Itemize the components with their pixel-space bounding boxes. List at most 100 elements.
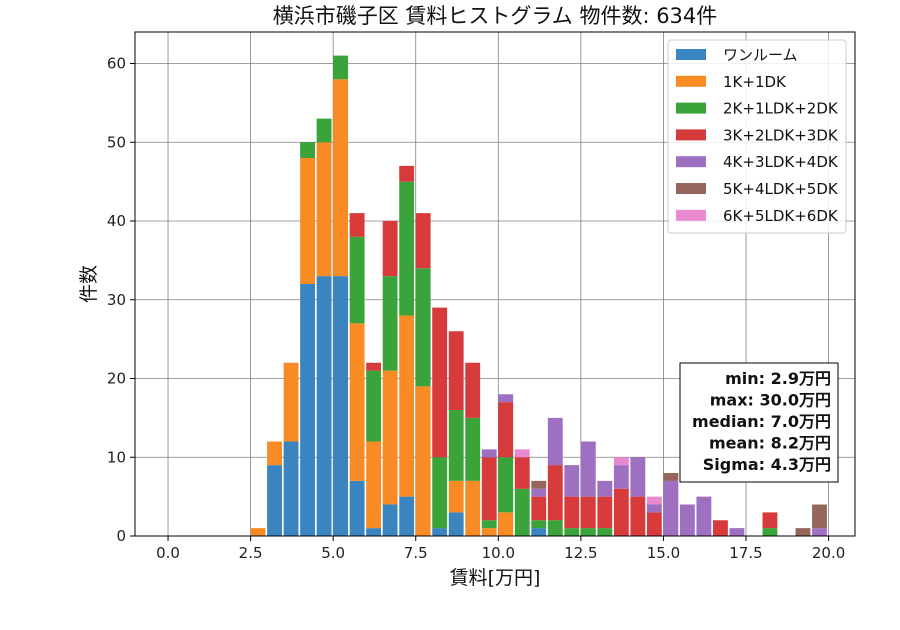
bar-segment bbox=[283, 362, 299, 442]
bar-segment bbox=[531, 496, 547, 521]
bar-segment bbox=[547, 465, 563, 521]
bar-segment bbox=[514, 488, 530, 536]
bar-segment bbox=[382, 221, 398, 277]
legend-swatch bbox=[676, 129, 706, 141]
stats-line: median: 7.0万円 bbox=[692, 412, 831, 431]
bar-segment bbox=[580, 496, 596, 529]
bar-segment bbox=[498, 402, 514, 458]
y-tick-label: 50 bbox=[107, 133, 126, 151]
legend-label: 1K+1DK bbox=[723, 73, 787, 91]
x-tick-label: 20.0 bbox=[812, 544, 845, 562]
legend-swatch bbox=[676, 183, 706, 194]
bar-segment bbox=[795, 528, 811, 536]
bar-segment bbox=[465, 362, 481, 418]
y-axis-title: 件数 bbox=[78, 265, 100, 303]
legend: ワンルーム 1K+1DK 2K+1LDK+2DK 3K+2LDK+3DK 4K+3LDK… bbox=[667, 39, 847, 234]
legend-label: 5K+4LDK+5DK bbox=[723, 180, 839, 198]
bar-segment bbox=[663, 473, 679, 481]
bar-segment bbox=[630, 496, 646, 536]
x-tick-label: 0.0 bbox=[156, 544, 180, 562]
bar-segment bbox=[366, 441, 382, 529]
bar-segment bbox=[580, 528, 596, 536]
bar-segment bbox=[812, 504, 827, 529]
bar-segment bbox=[448, 410, 464, 481]
bar-segment bbox=[531, 480, 547, 489]
x-axis-title: 賃料[万円] bbox=[450, 567, 541, 589]
legend-swatch bbox=[676, 156, 706, 168]
bar-segment bbox=[333, 55, 349, 80]
bar-segment bbox=[432, 307, 448, 458]
bar-segment bbox=[316, 118, 332, 143]
bar-segment bbox=[547, 417, 563, 466]
bar-segment bbox=[481, 449, 497, 458]
stats-line: mean: 8.2万円 bbox=[709, 434, 831, 453]
bar-segment bbox=[300, 158, 315, 284]
legend-label: 3K+2LDK+3DK bbox=[723, 126, 839, 144]
y-tick-label: 20 bbox=[107, 370, 126, 388]
x-tick-label: 2.5 bbox=[239, 544, 263, 562]
bar-segment bbox=[399, 315, 415, 497]
bar-segment bbox=[382, 370, 398, 505]
legend-box bbox=[667, 39, 847, 234]
bar-segment bbox=[300, 142, 315, 158]
bar-segment bbox=[531, 520, 547, 529]
bar-segment bbox=[399, 181, 415, 316]
y-tick-label: 30 bbox=[107, 291, 126, 309]
stats-box-frame bbox=[679, 362, 839, 483]
bar-segment bbox=[498, 394, 514, 403]
bar-segment bbox=[316, 276, 332, 536]
bar-segment bbox=[531, 528, 547, 536]
bar-segment bbox=[415, 213, 431, 269]
y-tick-label: 0 bbox=[116, 527, 126, 545]
bar-segment bbox=[564, 496, 580, 529]
bar-segment bbox=[366, 528, 382, 536]
bar-segment bbox=[646, 504, 662, 513]
bar-segment bbox=[663, 480, 679, 536]
bar-segment bbox=[514, 449, 530, 458]
bar-segment bbox=[712, 520, 728, 536]
bar-segment bbox=[630, 457, 646, 497]
bar-segment bbox=[646, 512, 662, 536]
bar-segment bbox=[267, 441, 282, 466]
x-tick-label: 12.5 bbox=[564, 544, 597, 562]
bars-group bbox=[250, 55, 827, 536]
bar-segment bbox=[547, 520, 563, 536]
stats-line: min: 2.9万円 bbox=[725, 369, 831, 388]
legend-swatch bbox=[676, 49, 706, 60]
bar-segment bbox=[432, 528, 448, 536]
bar-segment bbox=[679, 504, 695, 536]
bar-segment bbox=[366, 362, 382, 371]
bar-segment bbox=[729, 528, 745, 536]
legend-swatch bbox=[676, 75, 706, 87]
legend-label: 6K+5LDK+6DK bbox=[723, 207, 839, 225]
bar-segment bbox=[382, 276, 398, 371]
bar-segment bbox=[333, 79, 349, 277]
bar-segment bbox=[465, 480, 481, 536]
x-tick-label: 15.0 bbox=[647, 544, 680, 562]
legend-label: 2K+1LDK+2DK bbox=[723, 100, 839, 118]
bar-segment bbox=[349, 236, 365, 324]
chart-title: 横浜市磯子区 賃料ヒストグラム 物件数: 634件 bbox=[273, 4, 718, 28]
bar-segment bbox=[597, 480, 613, 497]
x-tick-label: 7.5 bbox=[404, 544, 428, 562]
bar-segment bbox=[316, 142, 332, 277]
bar-segment bbox=[382, 504, 398, 536]
bar-segment bbox=[597, 496, 613, 529]
bar-segment bbox=[448, 512, 464, 536]
bar-segment bbox=[267, 465, 282, 536]
bar-segment bbox=[481, 457, 497, 521]
bar-segment bbox=[613, 457, 629, 466]
bar-segment bbox=[415, 268, 431, 387]
legend-swatch bbox=[676, 102, 706, 114]
bar-segment bbox=[399, 496, 415, 536]
x-tick-label: 10.0 bbox=[482, 544, 515, 562]
y-tick-label: 60 bbox=[107, 55, 126, 73]
legend-label: ワンルーム bbox=[723, 46, 798, 64]
y-tick-label: 40 bbox=[107, 212, 126, 230]
stats-line: Sigma: 4.3万円 bbox=[703, 455, 831, 474]
y-tick-label: 10 bbox=[107, 448, 126, 466]
bar-segment bbox=[481, 520, 497, 529]
bar-segment bbox=[349, 213, 365, 237]
bar-segment bbox=[597, 528, 613, 536]
